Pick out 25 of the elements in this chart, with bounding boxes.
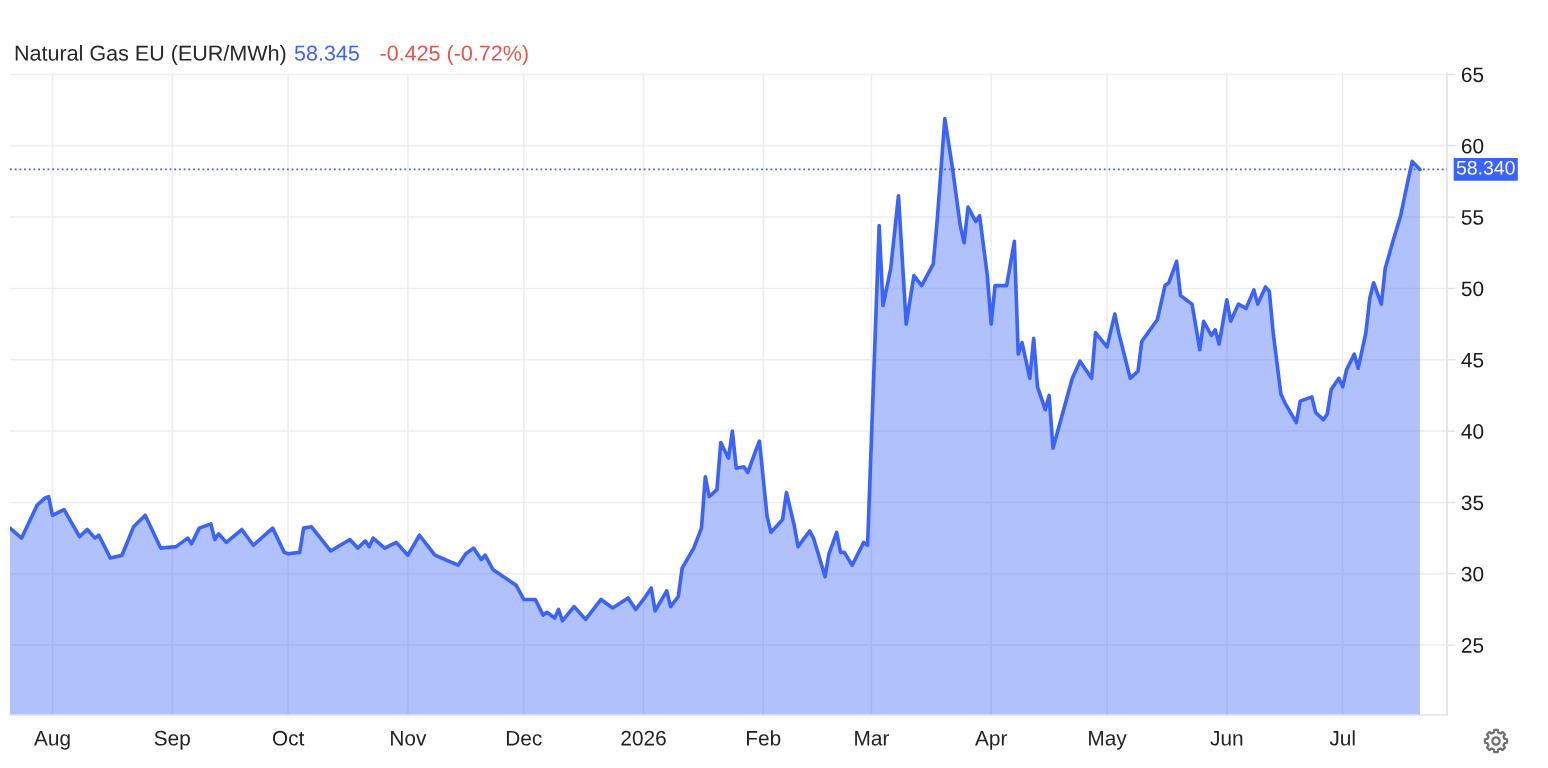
y-tick-label: 40 [1461,424,1484,439]
x-tick-label: Dec [506,731,542,746]
y-tick-label: 45 [1461,352,1484,368]
x-tick-label: Sep [154,730,190,750]
y-tick-label: 50 [1461,281,1484,297]
y-tick-label: 65 [1461,67,1484,83]
y-tick-label: 55 [1461,210,1484,225]
y-tick-label: 25 [1461,638,1484,653]
x-tick-label: Aug [34,731,70,750]
text: -0.425 (-0.72%) [380,44,528,66]
ref-line-label: 58.340 [1456,160,1515,175]
x-tick-label: Jul [1329,730,1355,746]
x-tick-label: Nov [391,731,427,746]
y-tick-label: 35 [1461,495,1484,511]
x-tick-label: Feb [747,730,781,746]
x-tick-label: Oct [272,730,305,746]
x-tick-label: Jun [1210,731,1243,746]
y-tick-label: 60 [1461,138,1484,154]
x-tick-label: Mar [855,731,890,746]
y-tick-label: 30 [1461,566,1484,582]
x-tick-label: Apr [975,731,1008,750]
x-tick-label: 2026 [621,730,666,746]
chart-title: Natural Gas EU (EUR/MWh) [15,44,286,66]
text: 58.345 [294,45,359,61]
x-tick-label: May [1089,731,1127,750]
